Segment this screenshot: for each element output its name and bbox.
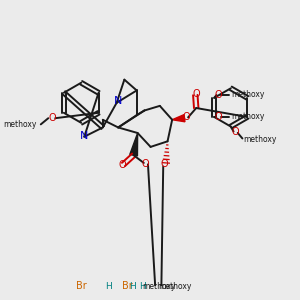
Text: methoxy: methoxy xyxy=(3,120,37,129)
Text: O: O xyxy=(48,113,56,123)
Polygon shape xyxy=(172,115,185,122)
Text: Br: Br xyxy=(122,281,133,291)
Text: methoxy: methoxy xyxy=(244,135,277,144)
Text: O: O xyxy=(232,127,239,137)
Text: H: H xyxy=(129,282,136,291)
Text: O: O xyxy=(161,159,168,169)
Text: O: O xyxy=(192,89,200,99)
Text: O: O xyxy=(142,159,150,169)
Text: O: O xyxy=(118,160,126,170)
Polygon shape xyxy=(130,133,138,156)
Text: O: O xyxy=(215,112,223,122)
Text: N: N xyxy=(114,96,122,106)
Text: O: O xyxy=(183,112,190,122)
Text: H: H xyxy=(106,282,112,291)
Text: N: N xyxy=(80,131,88,141)
Text: H: H xyxy=(140,282,146,291)
Text: O: O xyxy=(215,89,223,100)
Text: methoxy: methoxy xyxy=(142,282,176,291)
Text: Br: Br xyxy=(76,281,87,291)
Text: methoxy: methoxy xyxy=(232,112,265,122)
Text: methoxy: methoxy xyxy=(232,90,265,99)
Text: methoxy: methoxy xyxy=(158,282,192,291)
